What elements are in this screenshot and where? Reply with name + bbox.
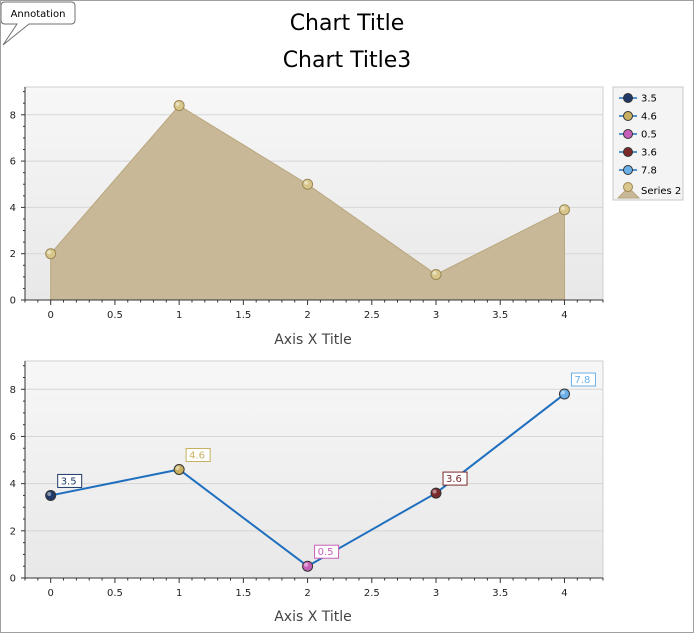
legend-marker <box>623 93 633 103</box>
y-tick-label: 4 <box>10 479 16 490</box>
legend-label: 0.5 <box>641 130 657 141</box>
legend-marker <box>623 111 633 121</box>
y-tick-label: 0 <box>10 574 16 585</box>
plot-area-2 <box>24 360 604 579</box>
legend-item: Series 2 <box>616 182 681 199</box>
legend-label: 3.5 <box>641 94 657 105</box>
area-point <box>430 269 442 281</box>
y-tick-label: 2 <box>10 526 16 537</box>
area-fill <box>50 104 565 301</box>
line-chart: 3.5 4.6 0.5 3.6 7.8 0 2 4 6 8 0 0.5 1 1.5 2 2.5 3 3.5 4 A… <box>10 360 604 625</box>
legend: 3.5 4.6 0.5 3.6 7.8 Series 2 <box>612 86 684 201</box>
legend-item: 3.6 <box>619 147 657 159</box>
svg-text:3.6: 3.6 <box>446 474 462 485</box>
annotation-bubble <box>0 1 76 46</box>
x-tick-label: 1.5 <box>235 310 251 321</box>
y-tick-label: 6 <box>10 432 16 443</box>
svg-text:4.6: 4.6 <box>189 451 205 462</box>
y-tick-label: 6 <box>10 157 16 168</box>
axes-1: 0 2 4 6 8 0 0.5 1 1.5 2 2.5 3 3.5 4 <box>10 87 604 321</box>
legend-label: 3.6 <box>641 148 657 159</box>
line-markers <box>45 388 570 572</box>
area-point <box>558 204 570 216</box>
legend-item: 7.8 <box>619 165 657 177</box>
line-point <box>558 388 570 400</box>
data-label: 3.6 <box>442 471 468 486</box>
legend-item: 4.6 <box>619 111 657 123</box>
data-label: 4.6 <box>185 448 211 462</box>
chart-title-3: Chart Title3 <box>283 48 412 73</box>
x-tick-label: 4 <box>561 588 567 599</box>
x-tick-label: 2 <box>304 310 310 321</box>
y-tick-label: 8 <box>10 385 16 396</box>
x-tick-label: 2.5 <box>364 310 380 321</box>
area-series-2 <box>50 104 565 301</box>
x-axis-title-1: Axis X Title <box>274 332 352 348</box>
legend-box <box>612 86 684 201</box>
legend-item: 3.5 <box>619 93 657 105</box>
x-tick-label: 1 <box>176 310 182 321</box>
y-tick-label: 2 <box>10 249 16 260</box>
line-point <box>302 560 314 572</box>
line-point <box>173 464 185 475</box>
chart-title: Chart Title <box>290 11 405 36</box>
svg-text:0.5: 0.5 <box>318 547 334 558</box>
annotation-text: Annotation <box>11 9 66 20</box>
legend-marker <box>623 165 633 175</box>
x-tick-label: 0 <box>48 588 54 599</box>
data-label: 7.8 <box>570 372 596 387</box>
svg-text:7.8: 7.8 <box>574 375 590 386</box>
annotation-callout[interactable]: Annotation <box>0 1 76 46</box>
x-axis-title-2: Axis X Title <box>274 609 352 625</box>
x-tick-label: 0.5 <box>107 310 123 321</box>
area-point <box>45 248 57 260</box>
x-tick-label: 0 <box>48 310 54 321</box>
legend-marker <box>623 182 633 192</box>
area-chart: 0 2 4 6 8 0 0.5 1 1.5 2 2.5 3 3.5 4 Axis X Title <box>10 86 604 348</box>
y-tick-label: 8 <box>10 110 16 121</box>
x-tick-label: 4 <box>561 310 567 321</box>
area-point <box>173 100 185 112</box>
x-tick-label: 3 <box>433 588 439 599</box>
x-tick-label: 3.5 <box>492 310 508 321</box>
data-label: 3.5 <box>57 473 83 488</box>
legend-item: 0.5 <box>619 129 657 141</box>
legend-label: Series 2 <box>641 186 681 197</box>
x-tick-label: 2.5 <box>364 588 380 599</box>
line-point <box>430 487 442 499</box>
line-point <box>45 489 57 501</box>
svg-text:3.5: 3.5 <box>61 476 77 487</box>
x-tick-label: 1 <box>176 588 182 599</box>
legend-label: 7.8 <box>641 166 657 177</box>
y-tick-label: 0 <box>10 296 16 307</box>
legend-marker <box>623 129 633 139</box>
gridlines-2 <box>25 388 603 532</box>
legend-label: 4.6 <box>641 112 657 123</box>
area-markers <box>45 100 570 281</box>
legend-marker <box>623 147 633 157</box>
x-tick-label: 0.5 <box>107 588 123 599</box>
data-labels: 3.5 4.6 0.5 3.6 7.8 <box>57 372 596 559</box>
x-tick-label: 3 <box>433 310 439 321</box>
area-point <box>302 178 314 190</box>
data-label: 0.5 <box>314 544 340 559</box>
x-tick-label: 2 <box>304 588 310 599</box>
axes-2: 0 2 4 6 8 0 0.5 1 1.5 2 2.5 3 3.5 4 <box>10 361 604 599</box>
x-tick-label: 3.5 <box>492 588 508 599</box>
x-tick-label: 1.5 <box>235 588 251 599</box>
y-tick-label: 4 <box>10 203 16 214</box>
legend-area-swatch <box>616 190 641 199</box>
